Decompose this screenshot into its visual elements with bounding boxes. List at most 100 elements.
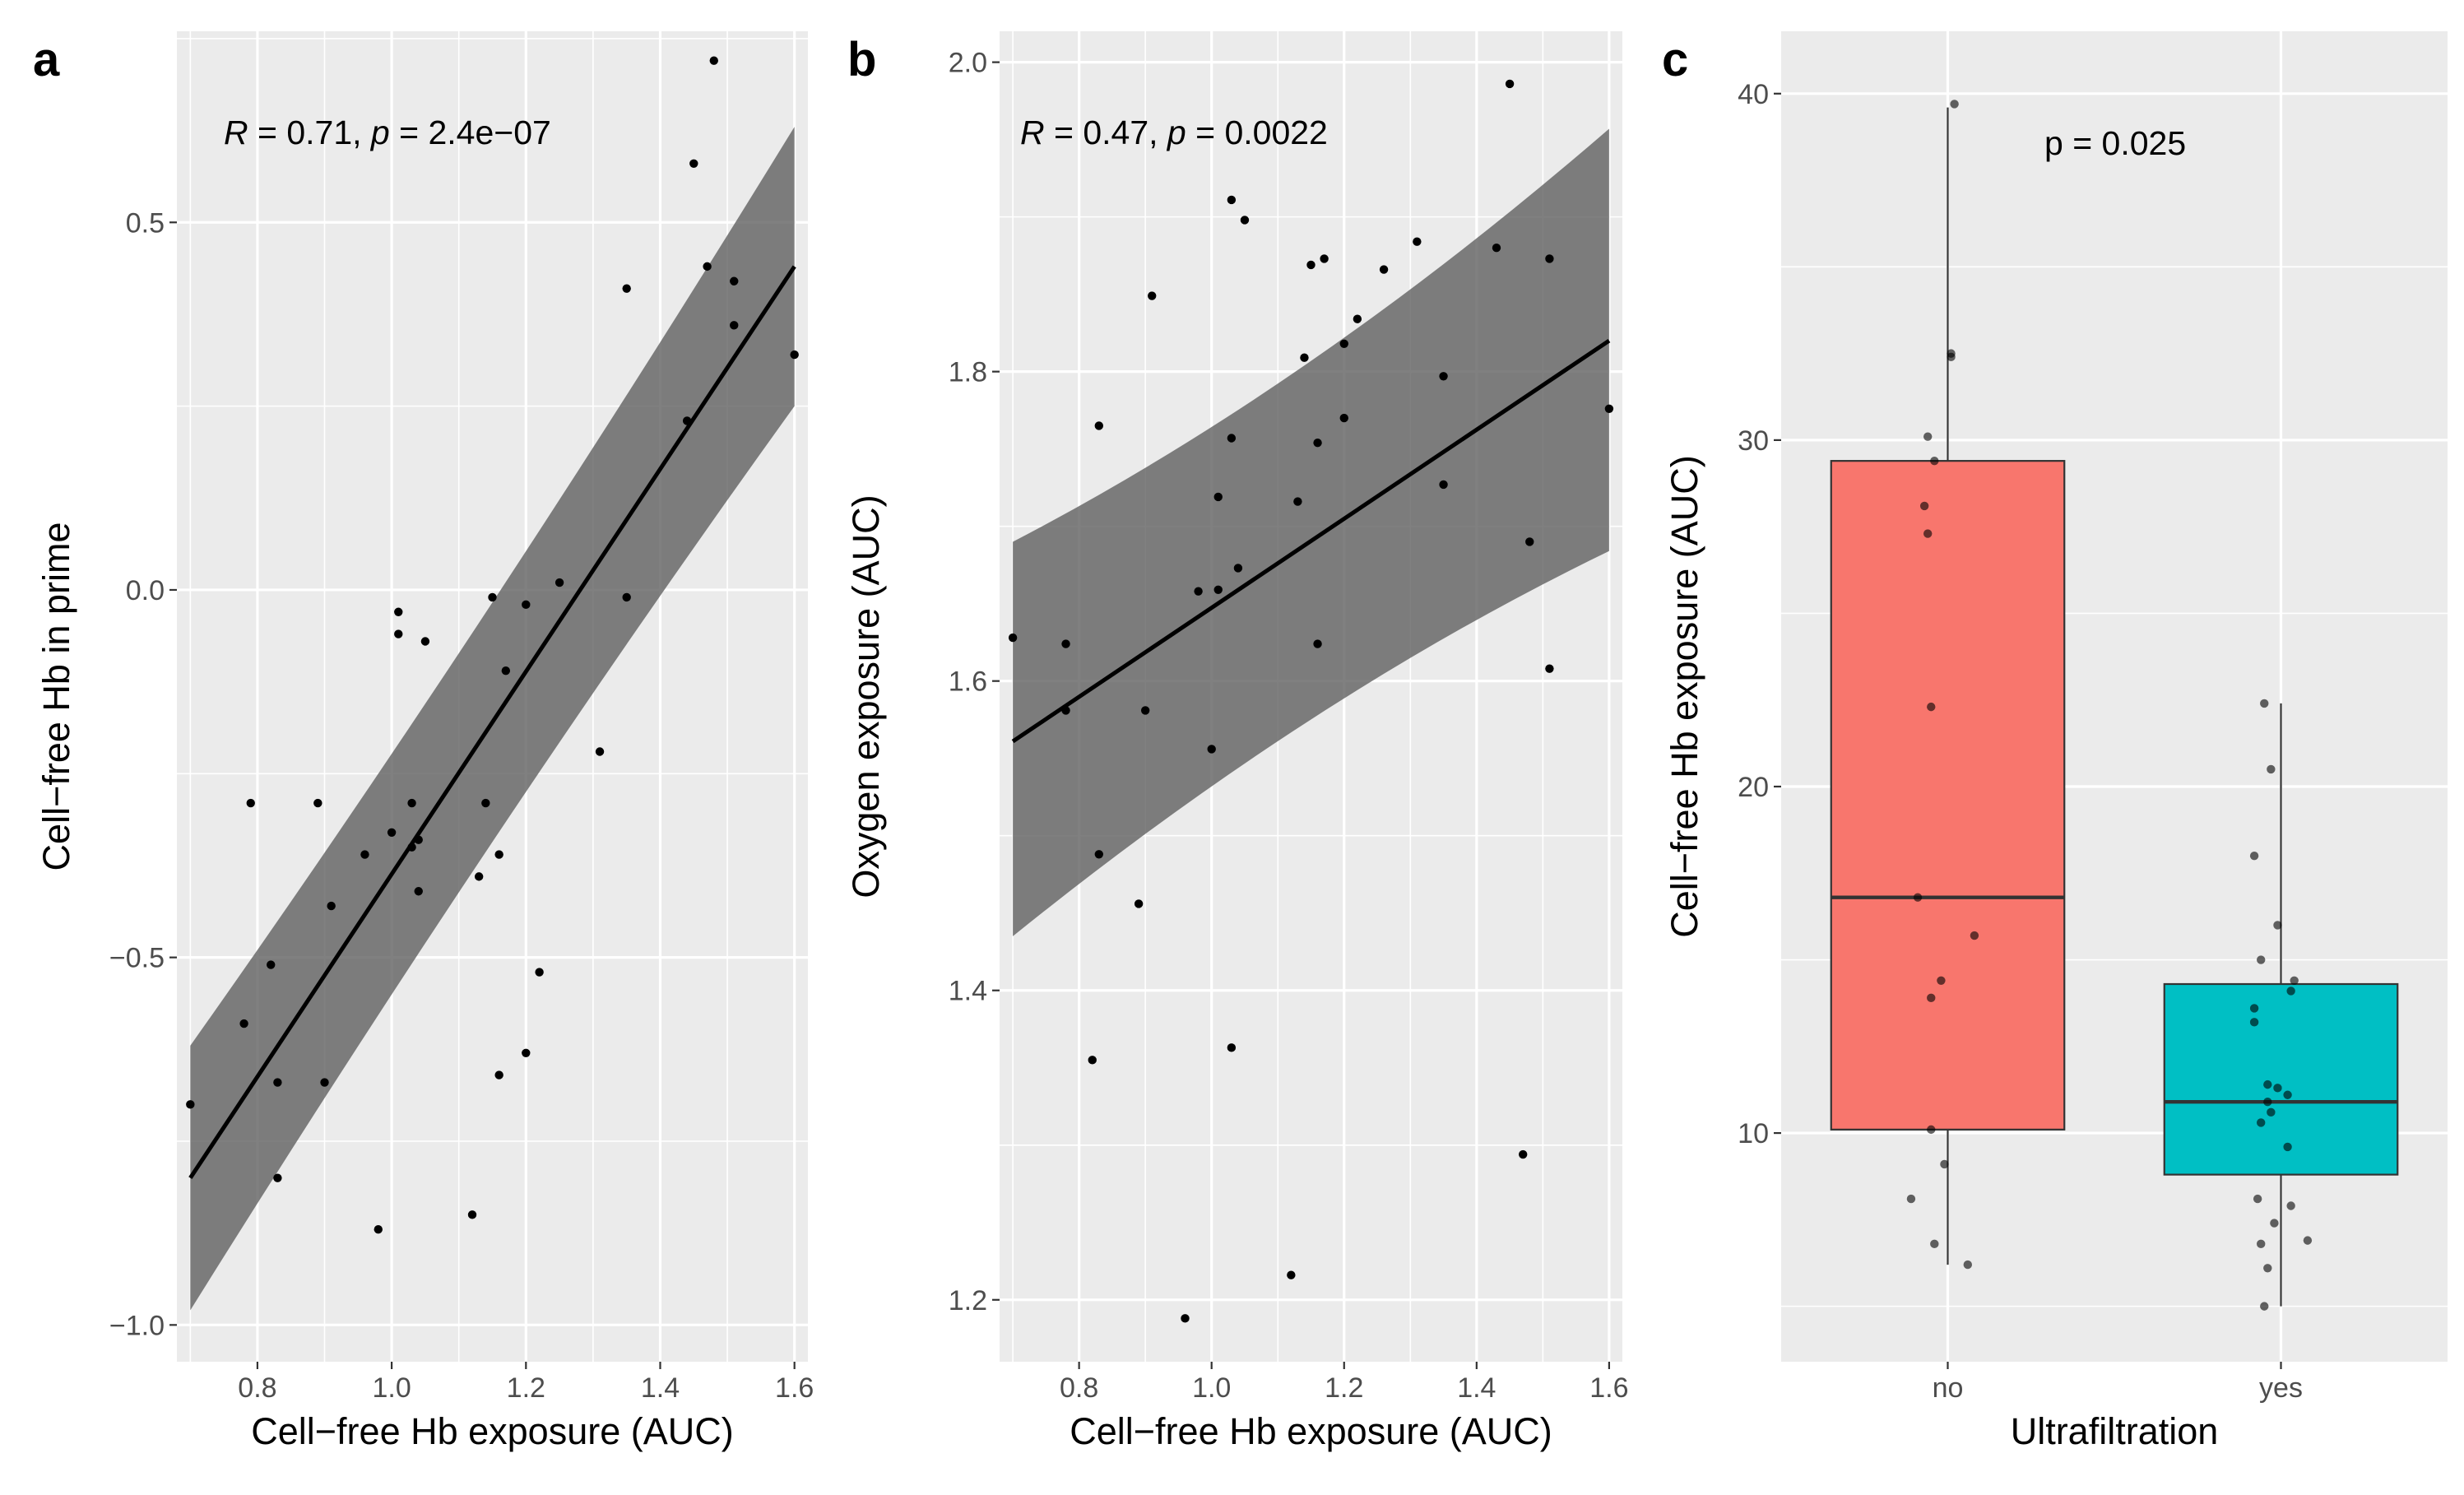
- data-point: [360, 850, 369, 859]
- jitter-point: [2273, 1084, 2282, 1093]
- data-point: [494, 1070, 503, 1079]
- jitter-point: [1927, 702, 1936, 712]
- data-point: [790, 350, 799, 360]
- jitter-point: [1927, 993, 1936, 1003]
- x-tick-label: 1.4: [1457, 1372, 1496, 1404]
- jitter-point: [2257, 955, 2266, 964]
- data-point: [1339, 339, 1348, 349]
- data-point: [595, 747, 605, 756]
- data-point: [1213, 492, 1223, 502]
- jitter-point: [1923, 529, 1933, 538]
- jitter-point: [2267, 764, 2276, 774]
- data-point: [407, 843, 416, 852]
- panel-c-label: c: [1662, 33, 1688, 86]
- data-point: [414, 887, 423, 896]
- panel-c: c 10 20 30 40 no yes Ultrafiltration Cell−free …: [1662, 31, 2448, 1452]
- jitter-point: [1970, 931, 1979, 940]
- x-tick-label: 0.8: [238, 1372, 276, 1404]
- jitter-point: [2290, 976, 2299, 985]
- data-point: [467, 1210, 477, 1219]
- data-point: [1240, 216, 1250, 225]
- y-axis-title: Cell−free Hb in prime: [35, 522, 77, 871]
- data-point: [501, 666, 511, 676]
- data-point: [420, 637, 430, 646]
- r-symbol: R: [224, 114, 248, 151]
- jitter-point: [1937, 976, 1946, 985]
- jitter-point: [2249, 1018, 2259, 1027]
- data-point: [535, 968, 544, 977]
- data-point: [1439, 480, 1448, 490]
- data-point: [703, 262, 712, 272]
- data-point: [1306, 260, 1316, 270]
- p-value: = 2.4e−07: [390, 114, 551, 151]
- panel-a: a 0.8 1.0 1.2 1.4 1.6 −1.0 −0.5 0.0 0.5 Cell−free…: [33, 31, 814, 1452]
- data-point: [522, 600, 531, 610]
- data-point: [239, 1019, 248, 1028]
- data-point: [622, 284, 631, 293]
- data-point: [1492, 244, 1501, 253]
- data-point: [1545, 664, 1554, 673]
- regression-line: [188, 265, 796, 1180]
- jitter-point: [2257, 1239, 2266, 1249]
- data-point: [1008, 633, 1018, 643]
- box-yes: [2163, 982, 2399, 1176]
- data-point: [1353, 314, 1362, 323]
- data-point: [1194, 587, 1203, 596]
- jitter-point: [2253, 1194, 2262, 1204]
- x-tick-label: 1.0: [372, 1372, 411, 1404]
- y-tick-label: 1.4: [949, 976, 987, 1007]
- regression-line: [1011, 338, 1611, 744]
- p-value-annotation: p = 0.025: [2044, 124, 2186, 162]
- data-point: [374, 1224, 383, 1234]
- y-axis-title: Oxygen exposure (AUC): [845, 494, 887, 898]
- data-point: [1088, 1056, 1097, 1065]
- jitter-point: [2270, 1219, 2279, 1228]
- data-point: [1094, 850, 1103, 859]
- jitter-point: [1930, 1239, 1939, 1249]
- jitter-point: [1906, 1194, 1916, 1204]
- data-point: [1320, 254, 1329, 263]
- y-tick-label: 0.0: [126, 575, 165, 606]
- jitter-point: [1923, 432, 1933, 441]
- p-symbol: p: [1166, 114, 1186, 151]
- data-point: [481, 798, 490, 808]
- jitter-point: [2257, 1118, 2266, 1127]
- data-point: [1227, 1043, 1237, 1052]
- data-point: [689, 159, 698, 169]
- data-point: [1293, 497, 1302, 506]
- jitter-point: [2263, 1079, 2272, 1089]
- p-symbol: p: [369, 114, 390, 151]
- data-point: [273, 1173, 282, 1182]
- data-point: [555, 578, 564, 587]
- data-point: [414, 835, 423, 844]
- x-axis-title: Cell−free Hb exposure (AUC): [1070, 1410, 1552, 1452]
- data-point: [1525, 537, 1534, 546]
- jitter-point: [2260, 699, 2269, 708]
- data-point: [246, 798, 255, 808]
- data-point: [407, 798, 416, 808]
- data-point: [387, 828, 397, 837]
- x-tick-label: 1.2: [1325, 1372, 1363, 1404]
- x-tick-label-no: no: [1933, 1372, 1964, 1404]
- x-tick-label: 1.6: [1589, 1372, 1628, 1404]
- data-point: [1413, 237, 1422, 246]
- y-tick-label: 0.5: [126, 207, 165, 239]
- jitter-point: [2286, 987, 2295, 996]
- jitter-point: [1947, 352, 1956, 362]
- y-tick-label: −0.5: [109, 943, 165, 974]
- jitter-point: [2267, 1107, 2276, 1117]
- data-point: [1233, 564, 1243, 573]
- x-axis-title: Cell−free Hb exposure (AUC): [251, 1410, 733, 1452]
- x-tick-label-yes: yes: [2259, 1372, 2303, 1404]
- x-tick-label: 1.0: [1192, 1372, 1231, 1404]
- confidence-band: [1013, 128, 1609, 936]
- data-point: [1519, 1149, 1528, 1159]
- data-point: [474, 872, 484, 881]
- x-tick-label: 1.6: [775, 1372, 814, 1404]
- jitter-point: [2249, 852, 2259, 861]
- data-point: [1339, 413, 1348, 423]
- jitter-point: [1927, 1125, 1936, 1135]
- r-symbol: R: [1020, 114, 1045, 151]
- x-axis-title: Ultrafiltration: [2011, 1410, 2219, 1452]
